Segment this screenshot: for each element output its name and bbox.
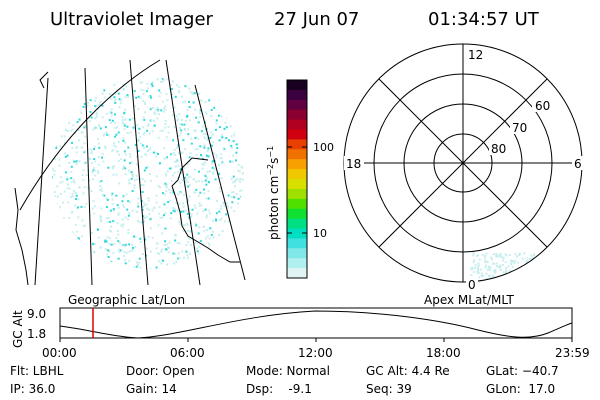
mlat-label-80: 80 [491, 142, 506, 156]
lon-lines [34, 59, 246, 286]
unit-exp1: −2 [266, 164, 275, 176]
colorbar-tick-100: 100 [313, 141, 334, 154]
colorbar-swatch [287, 198, 307, 210]
sequence-info: Seq: 39 [366, 382, 412, 396]
colorbar-swatch [287, 139, 307, 150]
colorbar-swatch [287, 228, 307, 239]
colorbar-swatch [287, 248, 307, 259]
colorbar-swatch [287, 109, 307, 121]
mlt-label-6: 6 [574, 157, 582, 171]
unit-s: s [267, 158, 281, 164]
altitude-tick-1.8: 1.8 [27, 327, 46, 341]
colorbar-frame [286, 79, 308, 279]
glon-info: GLon: 17.0 [486, 382, 556, 396]
colorbar-swatch [287, 179, 307, 190]
mlat-label-70: 70 [512, 121, 527, 135]
mlt-label-18: 18 [346, 157, 361, 171]
mlt-label-12: 12 [468, 48, 483, 62]
lat-line [19, 59, 161, 211]
filter-info: Flt: LBHL [10, 364, 64, 378]
colorbar-swatch [287, 149, 307, 160]
polar-diag-2 [378, 78, 548, 248]
colorbar-swatch [287, 218, 307, 229]
colorbar-swatch [287, 169, 307, 180]
time-tick-2359: 23:59 [555, 346, 590, 360]
colorbar-swatch [287, 119, 307, 130]
colorbar-swatch [287, 238, 307, 249]
observation-date: 27 Jun 07 [274, 9, 359, 30]
apex-polar-plot: 12 18 6 0 60 70 80 [343, 43, 584, 292]
unit-photon: photon cm [267, 176, 281, 240]
altitude-curve [59, 310, 573, 339]
gain-info: Gain: 14 [126, 382, 177, 396]
colorbar-swatch [287, 99, 307, 111]
unit-exp2: −1 [266, 146, 275, 158]
ip-info: IP: 36.0 [10, 382, 56, 396]
colorbar-swatch [287, 258, 307, 269]
colorbar-swatch [287, 268, 307, 279]
colorbar-swatch [287, 89, 307, 101]
colorbar-swatch [287, 159, 307, 170]
geographic-image [14, 59, 246, 286]
door-info: Door: Open [126, 364, 195, 378]
mlt-label-0: 0 [468, 278, 476, 292]
geographic-latlon-label: Geographic Lat/Lon [68, 293, 185, 307]
colorbar-unit-label: photon cm−2s−1 [266, 146, 281, 240]
time-tick-1200: 12:00 [298, 346, 333, 360]
observation-time: 01:34:57 UT [428, 9, 540, 30]
time-tick-0600: 06:00 [170, 346, 205, 360]
altitude-axis-label: GC Alt [11, 310, 25, 348]
altitude-tick-9: 9.0 [27, 307, 46, 321]
colorbar-swatch [287, 188, 307, 200]
instrument-title: Ultraviolet Imager [50, 9, 214, 30]
gc-altitude-info: GC Alt: 4.4 Re [366, 364, 450, 378]
time-tick-1800: 18:00 [426, 346, 461, 360]
colorbar-swatch [287, 208, 307, 220]
dsp-info: Dsp: -9.1 [246, 382, 312, 396]
coastline [14, 71, 240, 286]
colorbar-tick-10: 10 [313, 227, 327, 240]
time-tick-0000: 00:00 [42, 346, 77, 360]
glat-info: GLat: −40.7 [486, 364, 559, 378]
mode-info: Mode: Normal [246, 364, 330, 378]
apex-mlat-mlt-label: Apex MLat/MLT [424, 293, 514, 307]
colorbar-swatch [287, 80, 307, 91]
colorbar-swatch [287, 129, 307, 140]
mlat-label-60: 60 [535, 99, 550, 113]
colorbar [287, 80, 307, 279]
